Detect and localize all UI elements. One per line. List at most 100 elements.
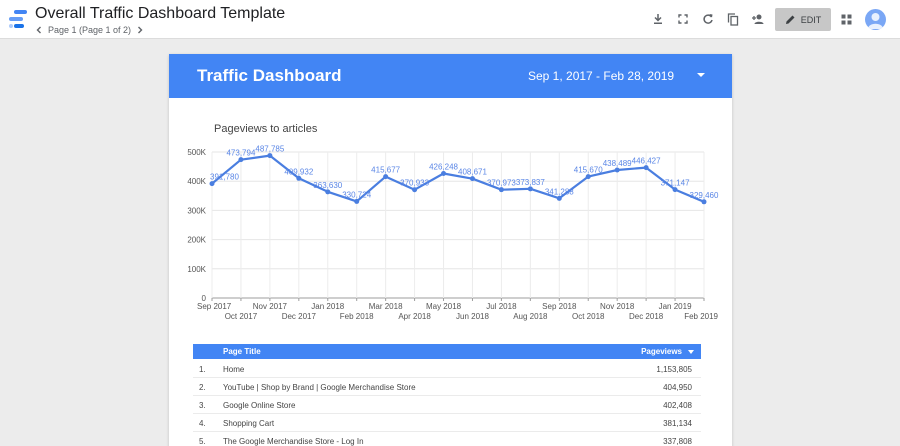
row-page-title: Home <box>223 365 245 374</box>
row-rank: 2. <box>199 383 206 392</box>
x-tick-label: Feb 2018 <box>340 312 374 321</box>
row-pageviews: 337,808 <box>663 437 692 446</box>
data-label: 329,460 <box>690 191 719 200</box>
data-point <box>238 157 244 163</box>
x-tick-label: Nov 2017 <box>253 302 288 311</box>
share-person-icon[interactable] <box>748 9 768 29</box>
x-tick-label: Sep 2018 <box>542 302 577 311</box>
y-tick-label: 500K <box>187 148 206 157</box>
data-label: 473,794 <box>226 149 255 158</box>
report-header: Traffic Dashboard Sep 1, 2017 - Feb 28, … <box>169 54 732 98</box>
data-label: 370,973 <box>487 179 516 188</box>
report-canvas: Traffic Dashboard Sep 1, 2017 - Feb 28, … <box>169 54 732 446</box>
row-pageviews: 404,950 <box>663 383 692 392</box>
table-row[interactable]: 2. YouTube | Shop by Brand | Google Merch… <box>193 378 701 396</box>
data-label: 391,780 <box>210 173 239 182</box>
row-page-title: Shopping Cart <box>223 419 275 428</box>
data-point <box>469 176 475 182</box>
row-rank: 5. <box>199 437 206 446</box>
data-point <box>383 174 389 180</box>
edit-button-label: EDIT <box>800 14 822 25</box>
data-label: 408,671 <box>458 168 487 177</box>
x-tick-label: Feb 2019 <box>684 312 718 321</box>
data-point <box>354 198 360 204</box>
data-label: 446,427 <box>632 157 661 166</box>
x-tick-label: Nov 2018 <box>600 302 635 311</box>
data-point <box>498 187 504 193</box>
data-label: 426,248 <box>429 163 458 172</box>
data-label: 363,630 <box>313 181 342 190</box>
data-point <box>267 153 273 159</box>
x-tick-label: May 2018 <box>426 302 462 311</box>
x-tick-label: Dec 2018 <box>629 312 664 321</box>
row-rank: 4. <box>199 419 206 428</box>
dashboard-title: Traffic Dashboard <box>197 66 342 85</box>
x-tick-label: Oct 2017 <box>225 312 258 321</box>
y-tick-label: 300K <box>187 206 206 215</box>
page-navigator: Page 1 (Page 1 of 2) <box>33 23 146 37</box>
sort-descending-icon[interactable] <box>688 350 694 354</box>
table-row[interactable]: 1. Home 1,153,805 <box>193 360 701 378</box>
x-tick-label: Jun 2018 <box>456 312 489 321</box>
row-rank: 1. <box>199 365 206 374</box>
chevron-left-icon[interactable] <box>33 24 45 36</box>
row-rank: 3. <box>199 401 206 410</box>
x-tick-label: Aug 2018 <box>513 312 548 321</box>
account-avatar[interactable] <box>865 9 886 30</box>
edit-button[interactable]: EDIT <box>775 8 831 31</box>
row-page-title: The Google Merchandise Store - Log In <box>223 437 364 446</box>
x-tick-label: Apr 2018 <box>398 312 431 321</box>
x-tick-label: Sep 2017 <box>197 302 232 311</box>
download-icon[interactable] <box>648 9 668 29</box>
x-tick-label: Oct 2018 <box>572 312 605 321</box>
data-point <box>441 171 447 177</box>
data-label: 438,489 <box>603 159 632 168</box>
data-point <box>412 187 418 193</box>
row-page-title: Google Online Store <box>223 401 296 410</box>
y-tick-label: 100K <box>187 265 206 274</box>
copy-icon[interactable] <box>723 9 743 29</box>
table-row[interactable]: 4. Shopping Cart 381,134 <box>193 414 701 432</box>
page-indicator[interactable]: Page 1 (Page 1 of 2) <box>48 25 132 35</box>
data-point <box>614 167 620 173</box>
data-label: 415,677 <box>371 166 400 175</box>
column-header-pageviews[interactable]: Pageviews <box>641 347 682 356</box>
x-tick-label: Dec 2017 <box>282 312 317 321</box>
data-point <box>672 187 678 193</box>
dropdown-arrow-icon[interactable] <box>697 73 705 77</box>
data-label: 341,288 <box>545 187 574 196</box>
y-tick-label: 200K <box>187 236 206 245</box>
app-bar: Overall Traffic Dashboard Template Page … <box>0 0 900 39</box>
column-header-page-title[interactable]: Page Title <box>223 347 261 356</box>
data-label: 371,147 <box>661 179 690 188</box>
x-tick-label: Jan 2018 <box>311 302 344 311</box>
table-row[interactable]: 3. Google Online Store 402,408 <box>193 396 701 414</box>
refresh-icon[interactable] <box>698 9 718 29</box>
date-range-control[interactable]: Sep 1, 2017 - Feb 28, 2019 <box>528 69 675 83</box>
user-avatar-icon <box>868 13 883 29</box>
grid-view-icon[interactable] <box>836 9 856 29</box>
data-label: 370,933 <box>400 179 429 188</box>
data-point <box>527 186 533 192</box>
data-point <box>209 181 215 187</box>
chart-title: Pageviews to articles <box>214 123 318 135</box>
data-point <box>585 174 591 180</box>
x-tick-label: Jan 2019 <box>659 302 692 311</box>
table-row[interactable]: 5. The Google Merchandise Store - Log In 3… <box>193 432 701 446</box>
data-studio-logo-icon[interactable] <box>8 10 28 28</box>
data-label: 415,670 <box>574 166 603 175</box>
row-pageviews: 402,408 <box>663 401 692 410</box>
chevron-right-icon[interactable] <box>134 24 146 36</box>
row-pageviews: 381,134 <box>663 419 692 428</box>
data-point <box>296 175 302 181</box>
fullscreen-icon[interactable] <box>673 9 693 29</box>
data-label: 330,724 <box>342 190 371 199</box>
y-tick-label: 0 <box>202 294 207 303</box>
x-tick-label: Mar 2018 <box>369 302 403 311</box>
series-line <box>211 154 705 203</box>
data-point <box>643 165 649 171</box>
report-name[interactable]: Overall Traffic Dashboard Template <box>35 5 286 22</box>
data-point <box>701 199 707 205</box>
data-label: 373,837 <box>516 178 545 187</box>
